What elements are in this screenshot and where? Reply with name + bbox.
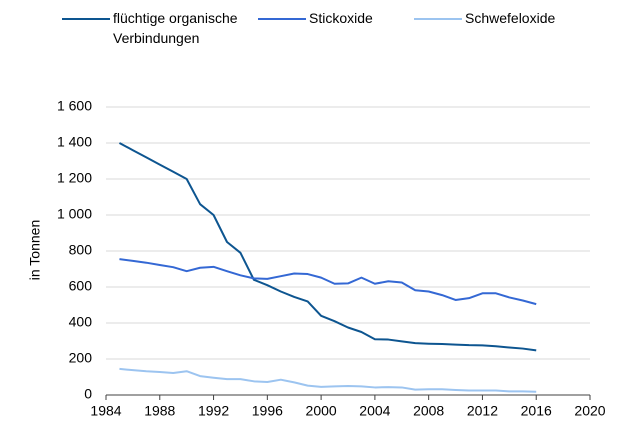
x-tick-label: 1996: [252, 403, 283, 419]
x-tick-label: 1988: [144, 403, 175, 419]
x-tick-label: 2000: [306, 403, 337, 419]
series-line: [119, 258, 537, 306]
series-line: [118, 142, 537, 352]
y-tick-label: 1 600: [57, 98, 92, 114]
y-tick-label: 1 400: [57, 134, 92, 150]
x-tick-label: 1984: [90, 403, 121, 419]
x-tick-label: 2012: [467, 403, 498, 419]
legend-item: flüchtige organische Verbindungen: [62, 8, 283, 48]
x-tick-label: 1992: [198, 403, 229, 419]
y-tick-label: 600: [69, 278, 93, 294]
legend-swatch: [62, 18, 110, 20]
y-tick-label: 200: [69, 350, 93, 366]
y-axis-label: in Tonnen: [27, 220, 43, 280]
y-tick-label: 800: [69, 242, 93, 258]
x-tick-label: 2004: [359, 403, 390, 419]
x-tick-label: 2016: [521, 403, 552, 419]
legend-label: flüchtige organische Verbindungen: [113, 10, 238, 46]
legend-label: Stickoxide: [309, 10, 373, 26]
x-tick-label: 2008: [413, 403, 444, 419]
y-tick-label: 1 000: [57, 206, 92, 222]
legend-item: Schwefeloxide: [414, 8, 605, 28]
legend-swatch: [414, 18, 462, 20]
legend-label: Schwefeloxide: [465, 10, 556, 26]
y-tick-label: 0: [84, 386, 92, 402]
series-line: [119, 367, 537, 393]
legend-item: Stickoxide: [258, 8, 429, 28]
y-tick-label: 1 200: [57, 170, 92, 186]
x-tick-label: 2020: [574, 403, 605, 419]
y-tick-label: 400: [69, 314, 93, 330]
legend-swatch: [258, 18, 306, 20]
